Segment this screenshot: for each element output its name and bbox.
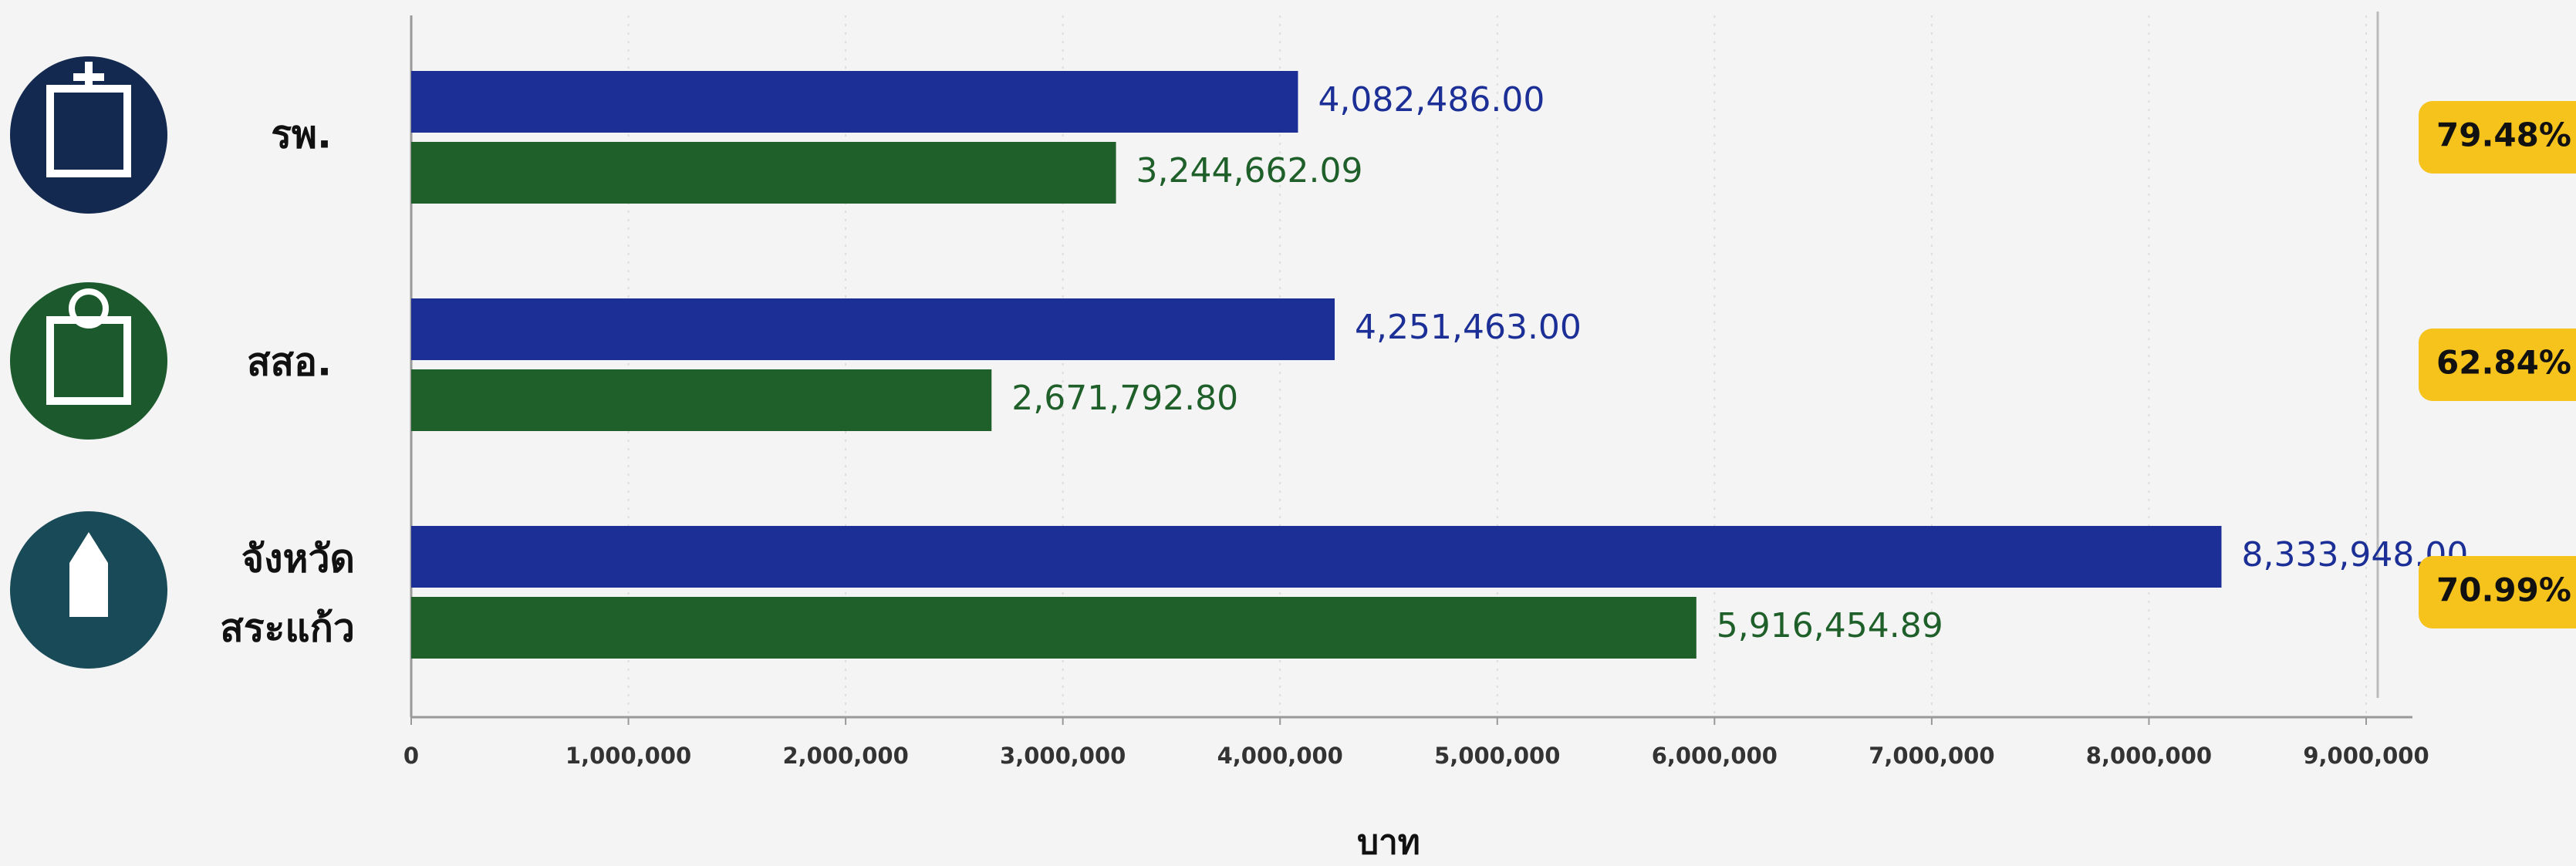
x-tick-label: 8,000,000 bbox=[2086, 743, 2212, 769]
bar bbox=[411, 597, 1697, 659]
category-label: รพ. bbox=[271, 113, 332, 157]
value-label: 5,916,454.89 bbox=[1717, 606, 1943, 645]
health-office-icon-building bbox=[46, 316, 131, 405]
percent-badge bbox=[2419, 556, 2576, 628]
x-tick-label: 9,000,000 bbox=[2303, 743, 2429, 769]
bar bbox=[411, 142, 1116, 204]
bar bbox=[411, 298, 1335, 360]
value-label: 2,671,792.80 bbox=[1011, 379, 1238, 418]
category-label: จังหวัด bbox=[241, 537, 355, 581]
percent-label: 62.84% bbox=[2436, 344, 2571, 382]
x-tick-label: 1,000,000 bbox=[566, 743, 691, 769]
bar bbox=[411, 71, 1298, 133]
health-office-icon-cross bbox=[69, 288, 109, 329]
percent-label: 79.48% bbox=[2436, 116, 2571, 154]
category-label: สสอ. bbox=[247, 340, 332, 385]
x-tick-label: 7,000,000 bbox=[1869, 743, 1994, 769]
x-tick-label: 2,000,000 bbox=[782, 743, 908, 769]
x-tick-label: 4,000,000 bbox=[1217, 743, 1343, 769]
x-tick-label: 0 bbox=[403, 743, 419, 769]
category-label: สระแก้ว bbox=[220, 606, 355, 651]
percent-badge bbox=[2419, 101, 2576, 174]
x-tick-label: 6,000,000 bbox=[1652, 743, 1778, 769]
health-office-icon bbox=[10, 282, 167, 440]
percent-badge bbox=[2419, 329, 2576, 401]
x-axis-title: บาท bbox=[1357, 823, 1420, 862]
value-label: 3,244,662.09 bbox=[1136, 151, 1363, 190]
bar bbox=[411, 369, 992, 431]
hospital-icon-cross bbox=[73, 62, 104, 93]
value-label: 4,251,463.00 bbox=[1355, 308, 1582, 347]
x-tick-label: 5,000,000 bbox=[1434, 743, 1560, 769]
value-label: 4,082,486.00 bbox=[1318, 80, 1545, 120]
province-icon-emblem bbox=[69, 532, 108, 617]
percent-label: 70.99% bbox=[2436, 571, 2571, 609]
bar bbox=[411, 526, 2222, 588]
x-tick-label: 3,000,000 bbox=[1000, 743, 1126, 769]
icons bbox=[10, 56, 167, 669]
